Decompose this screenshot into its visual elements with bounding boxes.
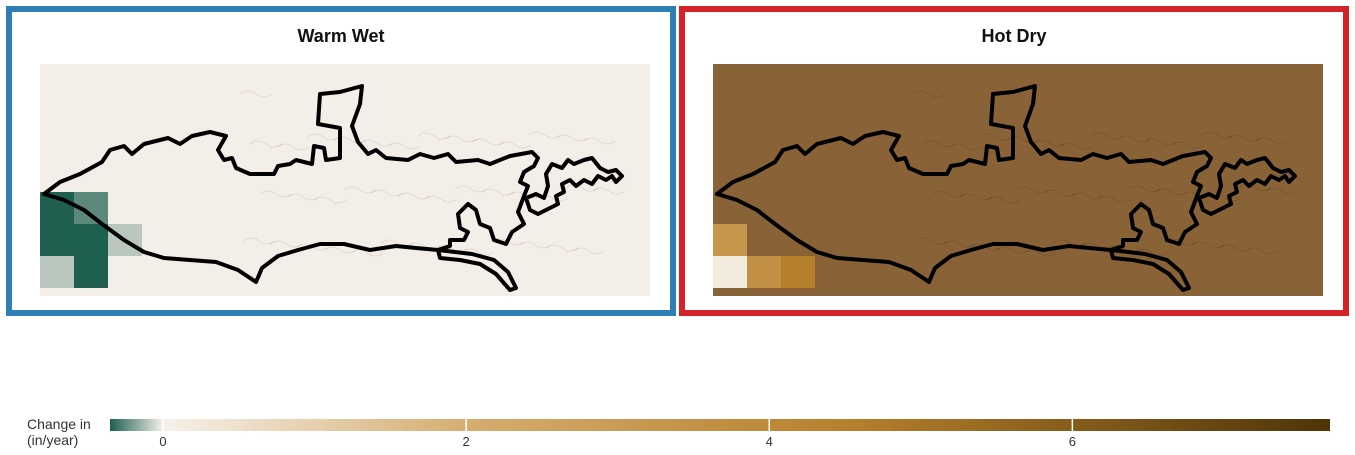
warm-wet-panel: Warm Wet (6, 6, 676, 316)
legend-tick-label: 2 (462, 434, 470, 449)
terrain-hatch (1016, 186, 1050, 194)
grid-cell (74, 224, 108, 256)
terrain-hatch (444, 135, 478, 143)
terrain-hatch (592, 187, 626, 195)
legend-title: Change in (in/year) (27, 416, 91, 448)
terrain-hatch (518, 241, 552, 249)
terrain-hatch (269, 240, 303, 248)
terrain-hatch (1144, 138, 1178, 146)
terrain-hatch (932, 190, 966, 198)
terrain-hatch (1265, 187, 1299, 195)
grid-cell (747, 256, 781, 288)
terrain-hatch (1070, 192, 1104, 200)
terrain-hatch (370, 189, 404, 197)
terrain-hatch (942, 240, 976, 248)
grid-cell (713, 224, 747, 256)
terrain-hatch (1255, 137, 1289, 145)
terrain-hatch (1218, 244, 1252, 252)
legend-tick-label: 6 (1068, 434, 1076, 449)
grid-cell (40, 224, 74, 256)
terrain-hatch (387, 142, 421, 150)
terrain-hatch (1097, 195, 1131, 203)
terrain-hatch (1238, 184, 1272, 192)
terrain-hatch (306, 133, 340, 141)
legend-title-line-2: (in/year) (27, 432, 79, 448)
panel-title-warm-wet: Warm Wet (297, 26, 385, 46)
hot-dry-panel: Hot Dry (679, 6, 1349, 316)
terrain-hatch (397, 192, 431, 200)
terrain-hatch (1023, 249, 1057, 257)
terrain-hatch (1090, 132, 1124, 140)
terrain-hatch (1245, 247, 1279, 255)
terrain-hatch (922, 140, 956, 148)
legend-title-line-1: Change in (27, 416, 91, 432)
terrain-hatch (1127, 185, 1161, 193)
terrain-hatch (1228, 134, 1262, 142)
terrain-hatch (313, 196, 347, 204)
terrain-hatch (1201, 131, 1235, 139)
terrain-hatch (249, 140, 283, 148)
terrain-hatch (1033, 139, 1067, 147)
terrain-hatch (986, 196, 1020, 204)
panel-title-hot-dry: Hot Dry (981, 26, 1047, 46)
region-boundary-outline (715, 84, 1297, 292)
terrain-hatch (276, 143, 310, 151)
terrain-hatch (555, 134, 589, 142)
terrain-hatch (424, 195, 458, 203)
terrain-hatch (582, 137, 616, 145)
terrain-hatch (471, 138, 505, 146)
terrain-hatch (979, 133, 1013, 141)
terrain-hatch (454, 185, 488, 193)
terrain-hatch (1043, 189, 1077, 197)
terrain-hatch (1191, 241, 1225, 249)
terrain-hatch (545, 244, 579, 252)
terrain-hatch (949, 143, 983, 151)
terrain-hatch (350, 249, 384, 257)
terrain-hatch (996, 246, 1030, 254)
terrain-hatch (1154, 188, 1188, 196)
terrain-hatch (417, 132, 451, 140)
terrain-hatch (1117, 135, 1151, 143)
hot-dry-map (713, 64, 1323, 296)
terrain-hatch (343, 186, 377, 194)
terrain-hatch (259, 190, 293, 198)
terrain-hatch (461, 248, 495, 256)
terrain-hatch (572, 247, 606, 255)
terrain-hatch (1134, 248, 1168, 256)
colorbar-gradient (110, 419, 1330, 431)
terrain-hatch (912, 90, 946, 98)
terrain-hatch (498, 141, 532, 149)
terrain-hatch (239, 90, 273, 98)
terrain-hatch (242, 237, 276, 245)
terrain-hatch (565, 184, 599, 192)
legend-colorbar (110, 419, 1330, 431)
terrain-hatch (323, 246, 357, 254)
terrain-hatch (915, 237, 949, 245)
terrain-hatch (360, 139, 394, 147)
grid-cell (40, 256, 74, 288)
grid-cell (781, 256, 815, 288)
grid-cell (713, 256, 747, 288)
terrain-hatch (286, 193, 320, 201)
terrain-hatch (481, 188, 515, 196)
region-boundary-outline (42, 84, 624, 292)
warm-wet-map (40, 64, 650, 296)
legend-tick-label: 4 (765, 434, 773, 449)
map-base-layer (40, 64, 650, 296)
terrain-hatch (528, 131, 562, 139)
terrain-hatch (959, 193, 993, 201)
terrain-hatch (1171, 141, 1205, 149)
grid-cell (74, 256, 108, 288)
terrain-hatch (1060, 142, 1094, 150)
legend-tick-label: 0 (159, 434, 167, 449)
